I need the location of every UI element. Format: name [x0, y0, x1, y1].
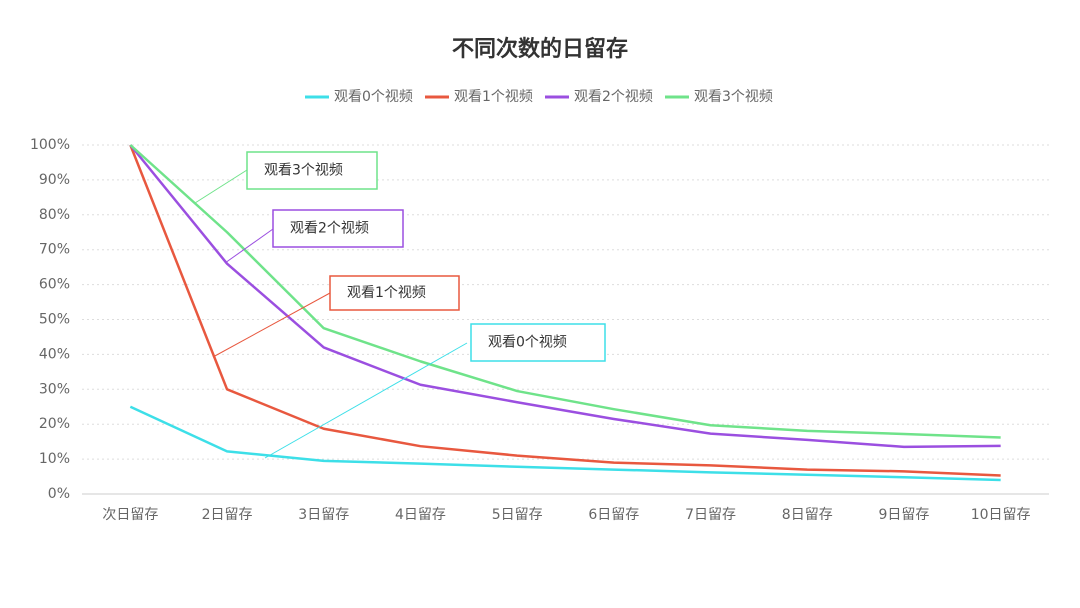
x-tick-label: 5日留存 [492, 507, 543, 523]
series-line [129, 144, 1001, 449]
annotation-leader [212, 292, 331, 358]
legend-label: 观看3个视频 [694, 89, 773, 105]
series-line [129, 144, 1001, 439]
y-tick-label: 0% [48, 486, 70, 502]
annotation-leader [264, 342, 468, 459]
x-tick-label: 7日留存 [685, 507, 736, 523]
y-tick-label: 20% [39, 416, 70, 432]
series-line [129, 144, 1001, 477]
annotation-text: 观看1个视频 [347, 285, 426, 301]
x-tick-label: 9日留存 [878, 507, 929, 523]
y-tick-label: 40% [39, 346, 70, 362]
annotation-text: 观看0个视频 [488, 335, 567, 351]
series-line [129, 405, 1001, 482]
y-tick-label: 30% [39, 381, 70, 397]
legend-label: 观看0个视频 [334, 89, 413, 105]
annotation-text: 观看2个视频 [290, 221, 369, 237]
annotation-leader [224, 228, 274, 264]
y-tick-label: 80% [39, 207, 70, 223]
y-tick-label: 70% [39, 242, 70, 258]
annotation-box [470, 323, 606, 362]
x-tick-label: 次日留存 [102, 507, 158, 523]
legend-label: 观看1个视频 [454, 89, 533, 105]
x-tick-label: 4日留存 [395, 507, 446, 523]
y-tick-label: 50% [39, 312, 70, 328]
y-tick-label: 60% [39, 277, 70, 293]
chart-title: 不同次数的日留存 [452, 36, 628, 62]
y-tick-label: 100% [30, 137, 70, 153]
legend-label: 观看2个视频 [574, 89, 653, 105]
annotation-leader [194, 169, 248, 204]
x-tick-label: 2日留存 [202, 507, 253, 523]
x-tick-label: 10日留存 [971, 507, 1031, 523]
annotation-box [246, 151, 378, 190]
x-tick-label: 6日留存 [588, 507, 639, 523]
annotation-box [329, 275, 460, 311]
x-tick-label: 8日留存 [782, 507, 833, 523]
annotation-box [272, 209, 404, 248]
y-tick-label: 90% [39, 172, 70, 188]
y-tick-label: 10% [39, 451, 70, 467]
x-tick-label: 3日留存 [298, 507, 349, 523]
annotation-text: 观看3个视频 [264, 163, 343, 179]
